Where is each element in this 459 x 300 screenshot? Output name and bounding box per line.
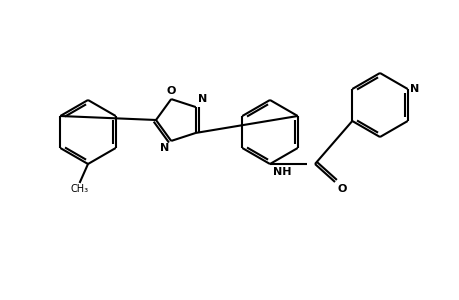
Text: CH₃: CH₃ xyxy=(71,184,89,194)
Text: O: O xyxy=(166,86,175,96)
Text: NH: NH xyxy=(272,167,291,177)
Text: N: N xyxy=(160,143,169,153)
Text: O: O xyxy=(337,184,347,194)
Text: N: N xyxy=(197,94,207,104)
Text: N: N xyxy=(409,84,418,94)
